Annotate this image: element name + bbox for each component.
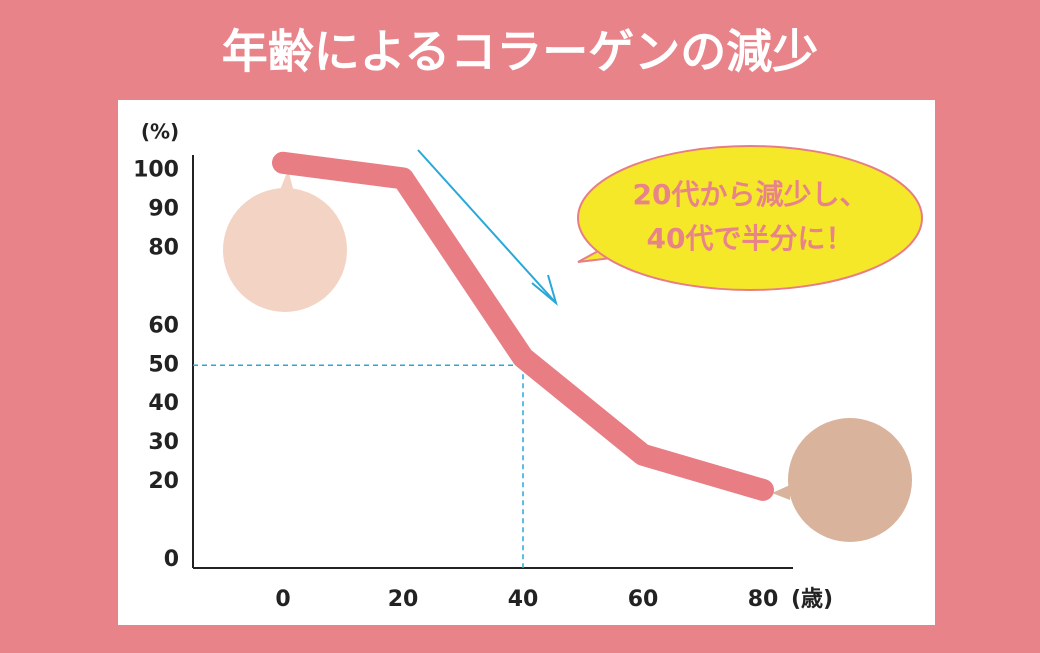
y-axis-label: (%) bbox=[141, 120, 179, 144]
photo-tail bbox=[772, 485, 790, 500]
y-tick-label: 20 bbox=[148, 469, 179, 494]
chart-title: 年齢によるコラーゲンの減少 bbox=[222, 25, 819, 79]
speech-bubble bbox=[577, 145, 923, 291]
y-tick-label: 50 bbox=[148, 352, 179, 377]
x-tick-label: 40 bbox=[508, 587, 539, 612]
photo-tail bbox=[280, 170, 294, 192]
y-tick-label: 0 bbox=[164, 547, 179, 572]
x-tick-label: 60 bbox=[628, 587, 659, 612]
x-axis-label: (歳) bbox=[791, 587, 833, 612]
y-tick-label: 30 bbox=[148, 430, 179, 455]
elder-photo bbox=[788, 418, 912, 542]
y-tick-label: 60 bbox=[148, 313, 179, 338]
annotation: 20代から減少し、 bbox=[633, 178, 868, 211]
x-tick-label: 80 bbox=[748, 587, 779, 612]
data-line bbox=[272, 151, 774, 501]
y-tick-label: 40 bbox=[148, 391, 179, 416]
annotation: 40代で半分に！ bbox=[647, 222, 854, 255]
x-tick-label: 0 bbox=[275, 587, 290, 612]
y-tick-label: 100 bbox=[133, 158, 179, 183]
y-tick-label: 80 bbox=[148, 235, 179, 260]
x-tick-label: 20 bbox=[388, 587, 419, 612]
trend-arrow bbox=[417, 149, 557, 304]
y-tick-label: 90 bbox=[148, 197, 179, 222]
baby-photo bbox=[223, 188, 347, 312]
trend-arrow-head bbox=[531, 274, 558, 306]
